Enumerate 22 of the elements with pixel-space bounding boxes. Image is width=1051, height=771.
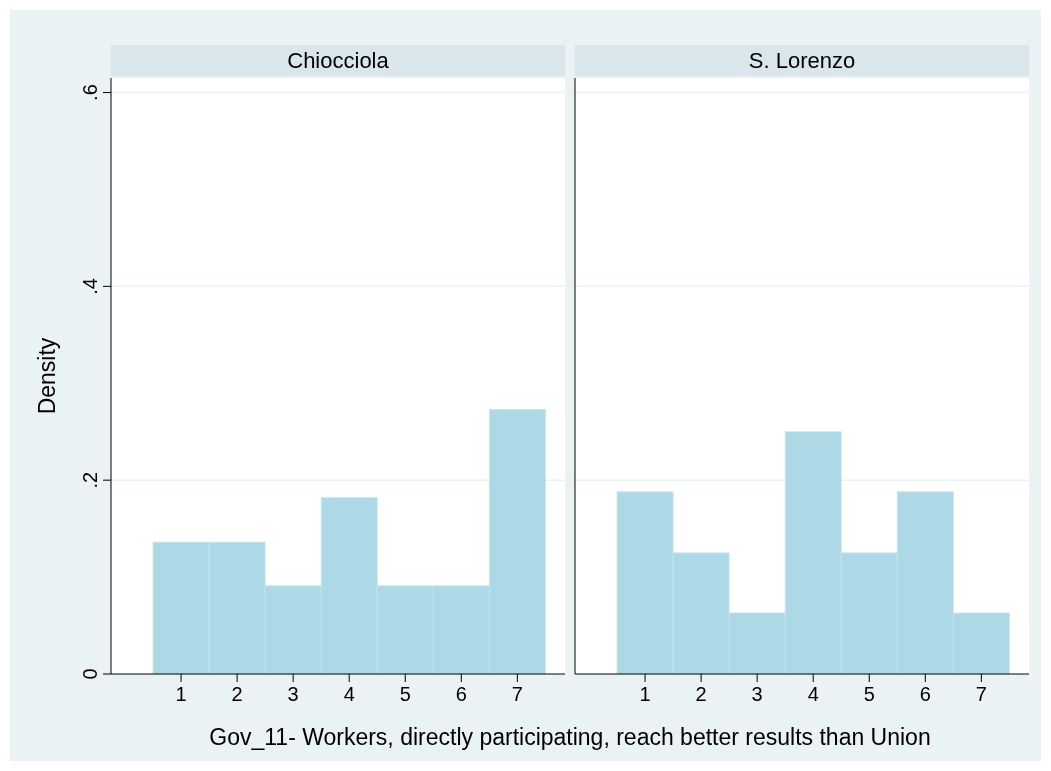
x-axis-title: Gov_11- Workers, directly participating, reach better results than Union bbox=[209, 724, 931, 750]
x-tick-label: 5 bbox=[399, 683, 411, 705]
y-tick-label: .6 bbox=[79, 84, 101, 101]
x-tick-label: 3 bbox=[751, 683, 763, 705]
x-tick-label: 1 bbox=[639, 683, 651, 705]
x-tick-label: 6 bbox=[455, 683, 467, 705]
x-tick-label: 5 bbox=[863, 683, 875, 705]
x-tick-label: 6 bbox=[919, 683, 931, 705]
x-tick-label: 7 bbox=[975, 683, 987, 705]
x-tick-label: 2 bbox=[695, 683, 707, 705]
x-tick-label: 4 bbox=[807, 683, 819, 705]
x-tick-label: 7 bbox=[511, 683, 523, 705]
chart-title: Chiocciola bbox=[287, 48, 390, 73]
x-tick-label: 1 bbox=[175, 683, 187, 705]
x-tick-label: 4 bbox=[343, 683, 355, 705]
y-axis-title: Density bbox=[34, 337, 60, 415]
chart-title: S. Lorenzo bbox=[748, 48, 856, 73]
y-tick-label: .2 bbox=[79, 471, 101, 489]
x-tick-label: 3 bbox=[287, 683, 299, 705]
y-tick-label: .4 bbox=[79, 278, 101, 295]
x-tick-label: 2 bbox=[231, 683, 243, 705]
y-tick-label: 0 bbox=[79, 668, 101, 680]
